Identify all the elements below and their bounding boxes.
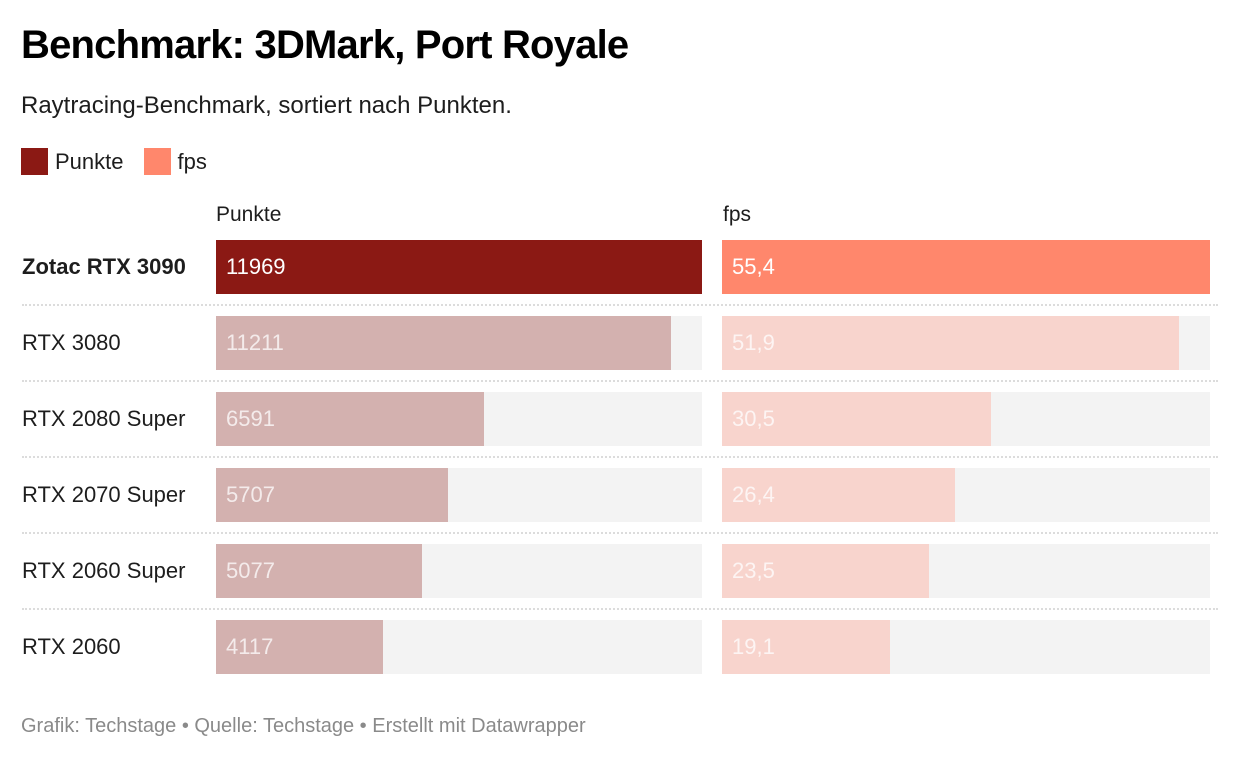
category-label: RTX 2070 Super [22,482,186,507]
row-separator [22,532,1218,534]
bar-track-punkte: 5707 [216,468,702,522]
bar-fps [722,468,955,522]
chart-title: Benchmark: 3DMark, Port Royale [21,23,629,67]
bar-track-punkte: 6591 [216,392,702,446]
row-separator [22,380,1218,382]
bar-track-fps: 55,4 [722,240,1210,294]
bar-punkte [216,468,448,522]
bar-punkte [216,392,484,446]
bar-fps [722,544,929,598]
category-label: RTX 2080 Super [22,406,186,431]
bar-value-label-punkte: 5707 [226,482,275,507]
legend: Punkte fps [21,148,227,175]
row-separator [22,456,1218,458]
category-label: RTX 2060 [22,634,121,659]
bar-value-label-fps: 26,4 [732,482,775,507]
bar-value-label-fps: 55,4 [732,254,775,279]
bar-value-label-punkte: 5077 [226,558,275,583]
bar-punkte [216,240,702,294]
bar-track-fps: 26,4 [722,468,1210,522]
bar-track-fps: 23,5 [722,544,1210,598]
bar-value-label-fps: 30,5 [732,406,775,431]
category-label: RTX 3080 [22,330,121,355]
bar-value-label-fps: 19,1 [732,634,775,659]
bar-punkte [216,620,384,674]
bar-track-punkte: 5077 [216,544,702,598]
bar-value-label-fps: 51,9 [732,330,775,355]
legend-item-fps: fps [143,148,207,175]
bar-value-label-fps: 23,5 [732,558,775,583]
legend-label-punkte: Punkte [55,148,124,174]
column-header-fps: fps [723,203,752,226]
bar-value-label-punkte: 11211 [226,330,284,355]
legend-item-punkte: Punkte [21,148,124,175]
column-header-punkte: Punkte [216,203,282,226]
bar-fps [722,240,1210,294]
legend-swatch-fps [143,148,171,175]
legend-swatch-punkte [21,148,48,175]
bar-fps [722,316,1180,370]
bar-value-label-punkte: 6591 [226,406,275,431]
bar-fps [722,392,991,446]
row-separator [22,304,1218,306]
bar-track-fps: 30,5 [722,392,1210,446]
bar-track-fps: 51,9 [722,316,1210,370]
legend-label-fps: fps [177,148,207,174]
bar-punkte [216,316,672,370]
chart-footer: Grafik: Techstage • Quelle: Techstage • … [21,715,586,737]
bar-punkte [216,544,423,598]
category-label: Zotac RTX 3090 [22,254,186,279]
category-label: RTX 2060 Super [22,558,186,583]
bar-value-label-punkte: 4117 [226,634,274,659]
bar-track-fps: 19,1 [722,620,1210,674]
bar-track-punkte: 11211 [216,316,702,370]
bar-track-punkte: 4117 [216,620,702,674]
bar-fps [722,620,891,674]
bar-track-punkte: 11969 [216,240,702,294]
row-separator [22,608,1218,610]
chart-subtitle: Raytracing-Benchmark, sortiert nach Punk… [21,92,512,119]
bar-value-label-punkte: 11969 [226,254,286,279]
